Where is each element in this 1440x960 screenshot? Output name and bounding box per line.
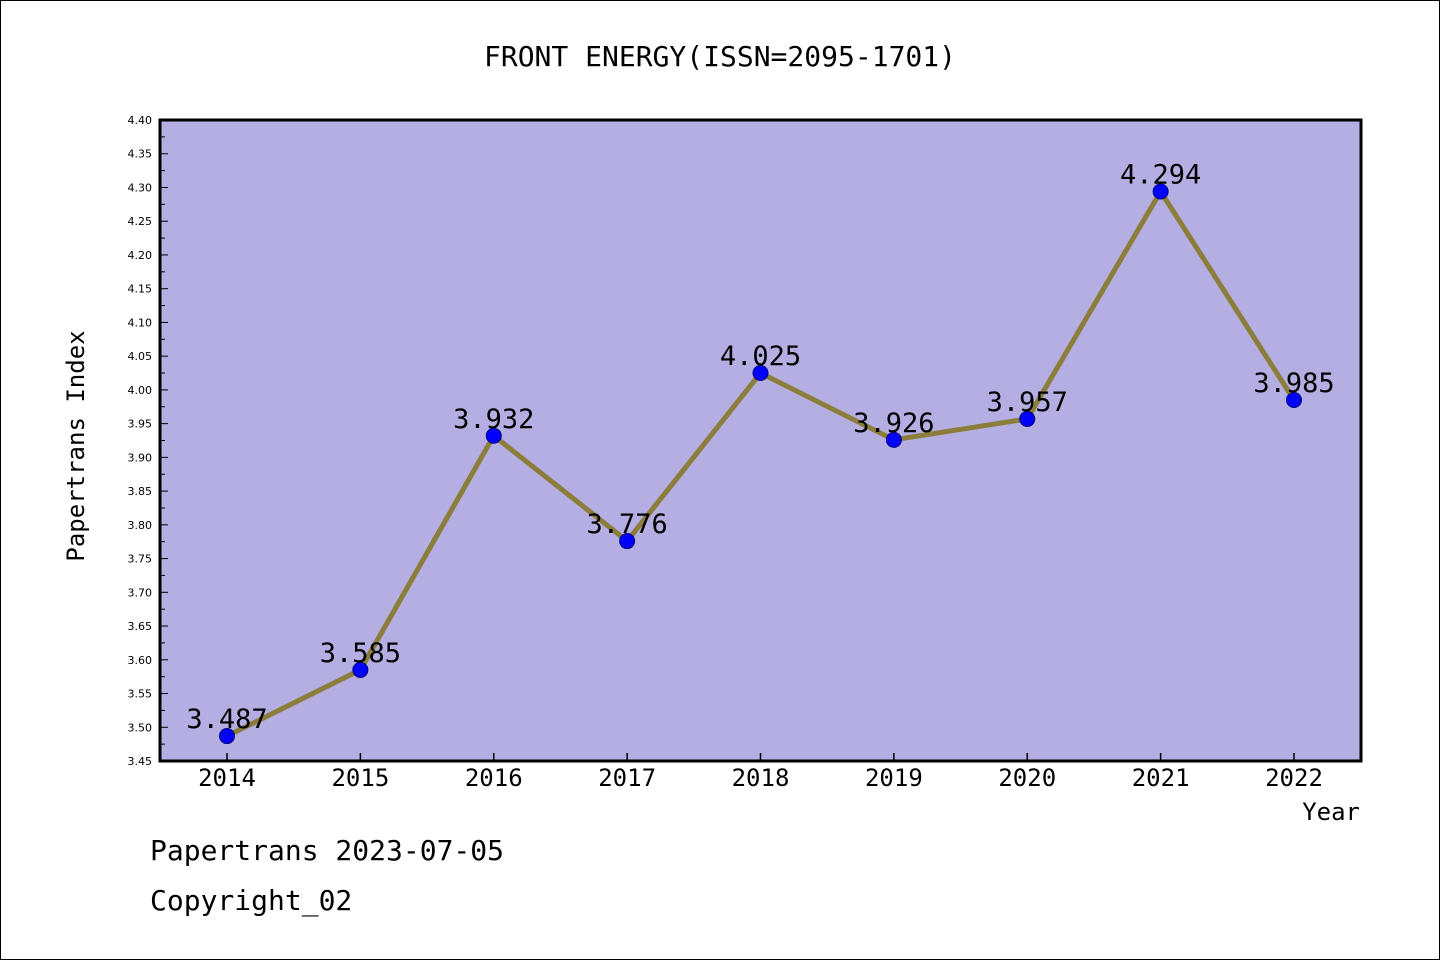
data-label: 4.294 [1120,160,1201,191]
y-tick-label: 3.75 [128,553,153,566]
y-tick-label: 4.05 [128,350,153,363]
x-tick-label: 2020 [998,764,1056,792]
x-tick-label: 2019 [865,764,923,792]
y-axis: 3.45 3.50 3.55 3.60 3.65 3.70 3.75 3.80 3.85 3.90… [128,114,168,768]
data-label: 3.985 [1253,368,1334,399]
y-tick-label: 4.20 [128,249,153,262]
data-label: 3.957 [987,387,1068,418]
y-tick-label: 4.25 [128,215,153,228]
y-tick-label: 3.90 [128,451,153,464]
data-point [485,427,502,444]
data-point [752,365,769,382]
data-point [619,533,636,550]
data-point [885,431,902,448]
data-label: 3.585 [320,638,401,669]
y-tick-label: 4.30 [128,181,153,194]
y-axis-label: Papertrans Index [62,330,90,561]
x-tick-label: 2014 [198,764,256,792]
x-tick-label: 2022 [1265,764,1323,792]
x-tick-label: 2017 [598,764,656,792]
data-point [1286,392,1302,409]
data-point [352,661,369,678]
data-point [219,728,235,745]
data-label: 4.025 [720,341,801,372]
y-tick-label: 3.50 [128,721,153,734]
data-point [1019,410,1036,427]
y-tick-label: 3.45 [128,755,153,768]
data-label: 3.487 [186,704,267,735]
data-point [1152,183,1169,200]
y-tick-label: 4.40 [128,114,153,127]
y-tick-label: 3.55 [128,688,153,701]
x-axis: 2014 2015 2016 2017 2018 2019 2020 2021 2022 [198,753,1323,792]
y-tick-label: 4.15 [128,283,153,296]
footer-copyright: Copyright_02 [150,884,353,917]
series-group: 3.487 3.585 3.932 3.776 4.025 3.926 3.957 4.294… [186,160,1335,745]
plot-area [158,118,1363,763]
data-label: 3.932 [453,404,534,435]
x-axis-label: Year [1302,798,1360,826]
x-tick-label: 2018 [732,764,790,792]
y-tick-label: 3.95 [128,418,153,431]
y-tick-label: 3.65 [128,620,153,633]
y-tick-label: 4.35 [128,148,153,161]
chart-title: FRONT ENERGY(ISSN=2095-1701) [484,40,956,73]
y-tick-label: 3.80 [128,519,153,532]
x-tick-label: 2016 [465,764,523,792]
y-tick-label: 4.00 [128,384,153,397]
y-tick-label: 3.60 [128,654,153,667]
y-tick-label: 3.70 [128,586,153,599]
x-tick-label: 2021 [1132,764,1190,792]
x-tick-label: 2015 [331,764,389,792]
y-tick-label: 4.10 [128,316,153,329]
data-label: 3.926 [853,408,934,439]
footer-date: Papertrans 2023-07-05 [150,834,505,867]
data-label: 3.776 [586,509,667,540]
y-tick-label: 3.85 [128,485,153,498]
